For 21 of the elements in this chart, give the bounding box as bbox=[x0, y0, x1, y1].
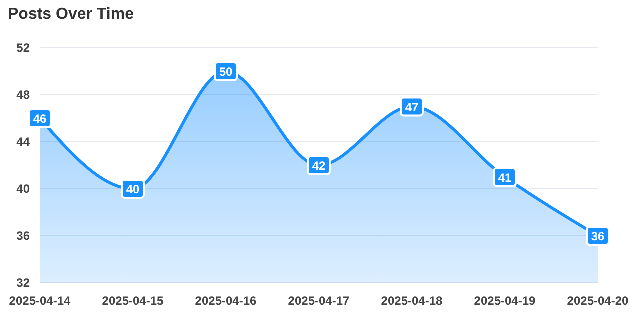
y-tick-label: 44 bbox=[16, 135, 30, 149]
data-label: 41 bbox=[498, 170, 512, 185]
x-tick-label: 2025-04-15 bbox=[102, 294, 164, 308]
y-tick-label: 36 bbox=[16, 229, 30, 243]
x-tick-label: 2025-04-14 bbox=[9, 294, 72, 308]
y-tick-label: 48 bbox=[16, 88, 30, 102]
data-label: 42 bbox=[312, 159, 326, 173]
data-label: 50 bbox=[219, 65, 233, 79]
y-tick-label: 32 bbox=[16, 276, 30, 290]
data-label: 40 bbox=[126, 182, 140, 196]
y-tick-label: 40 bbox=[16, 182, 30, 196]
chart-title: Posts Over Time bbox=[8, 6, 134, 23]
x-tick-label: 2025-04-17 bbox=[288, 294, 350, 308]
data-label: 46 bbox=[33, 112, 47, 126]
x-tick-label: 2025-04-19 bbox=[474, 294, 536, 308]
x-tick-label: 2025-04-18 bbox=[381, 294, 444, 308]
x-tick-label: 2025-04-20 bbox=[567, 294, 630, 308]
y-tick-label: 52 bbox=[16, 41, 30, 55]
x-tick-label: 2025-04-16 bbox=[195, 294, 258, 308]
data-label: 36 bbox=[591, 230, 605, 244]
data-label: 47 bbox=[405, 100, 419, 114]
